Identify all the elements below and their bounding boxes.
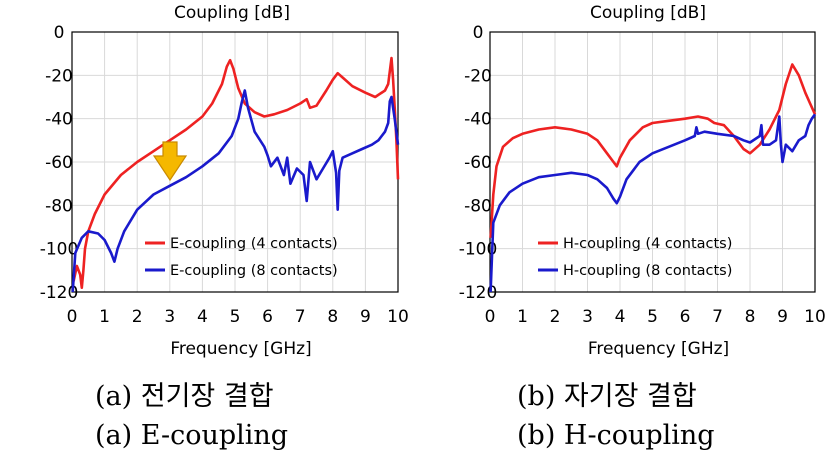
y-tick-label: -120 (40, 283, 79, 303)
x-tick-label: 5 (647, 307, 658, 327)
x-tick-label: 7 (712, 307, 723, 327)
y-tick-label: 0 (473, 23, 484, 43)
chart-h-coupling: Coupling [dB] 0 -20 -40 -60 -80 -100 -120 0 1 2 3 4 5… (459, 3, 826, 359)
caption-b-english: (b) H-coupling (517, 420, 715, 451)
x-tick-label: 9 (777, 307, 788, 327)
x-tick-label: 0 (67, 307, 78, 327)
x-tick-label: 4 (197, 307, 208, 327)
x-tick-label: 6 (680, 307, 691, 327)
y-tick-label: -80 (464, 196, 492, 216)
y-tick-label: -100 (40, 240, 79, 260)
plot-frame (489, 31, 816, 293)
series-line-8-contacts (489, 113, 817, 293)
x-tick-label: 10 (387, 307, 409, 327)
x-tick-label: 1 (517, 307, 528, 327)
series-line-4-contacts (72, 56, 400, 290)
x-tick-label: 9 (360, 307, 371, 327)
y-tick-label: -40 (45, 110, 73, 130)
chart-title: Coupling [dB] (590, 3, 706, 23)
x-tick-label: 3 (582, 307, 593, 327)
y-tick-label: -120 (459, 283, 498, 303)
x-tick-label: 0 (485, 307, 496, 327)
x-axis-label: Frequency [GHz] (588, 339, 729, 359)
y-tick-label: -40 (464, 110, 492, 130)
y-tick-label: -20 (464, 66, 492, 86)
chart-title: Coupling [dB] (174, 3, 290, 23)
y-tick-label: -60 (464, 153, 492, 173)
x-tick-label: 1 (99, 307, 110, 327)
legend-label: H-coupling (8 contacts) (563, 263, 732, 279)
legend: H-coupling (4 contacts) H-coupling (8 con… (538, 236, 732, 279)
x-tick-label: 2 (132, 307, 143, 327)
legend-label: H-coupling (4 contacts) (563, 236, 732, 252)
legend: E-coupling (4 contacts) E-coupling (8 con… (145, 236, 338, 279)
y-tick-label: -80 (45, 196, 73, 216)
down-arrow-icon (152, 141, 188, 182)
x-tick-label: 8 (327, 307, 338, 327)
x-tick-label: 7 (295, 307, 306, 327)
y-tick-label: 0 (54, 23, 65, 43)
series-line-8-contacts (71, 89, 400, 293)
y-tick-label: -20 (45, 66, 73, 86)
caption-b-korean: (b) 자기장 결합 (517, 381, 697, 412)
x-tick-label: 6 (262, 307, 273, 327)
x-tick-label: 3 (164, 307, 175, 327)
series-line-4-contacts (489, 63, 817, 238)
x-axis-label: Frequency [GHz] (170, 339, 311, 359)
y-tick-label: -100 (459, 240, 498, 260)
caption-a-english: (a) E-coupling (95, 420, 289, 451)
x-tick-label: 10 (804, 307, 826, 327)
x-tick-label: 2 (550, 307, 561, 327)
x-tick-label: 4 (615, 307, 626, 327)
x-tick-label: 5 (230, 307, 241, 327)
legend-label: E-coupling (8 contacts) (170, 263, 338, 279)
grid (489, 31, 816, 293)
caption-a-korean: (a) 전기장 결합 (95, 381, 274, 412)
legend-label: E-coupling (4 contacts) (170, 236, 338, 252)
chart-e-coupling: Coupling [dB] 0 -20 -40 -60 -80 -100 -120 0 1 2 3 4 5… (40, 3, 409, 359)
x-tick-label: 8 (745, 307, 756, 327)
y-tick-label: -60 (45, 153, 73, 173)
